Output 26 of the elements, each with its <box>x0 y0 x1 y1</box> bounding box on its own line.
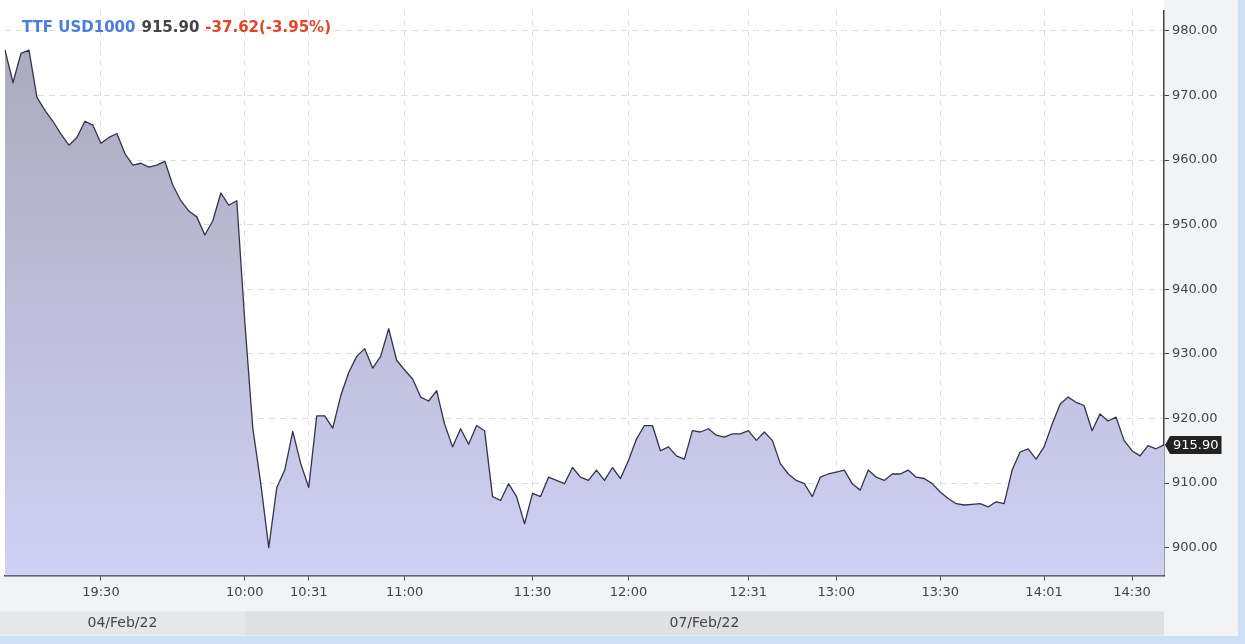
x-tick-label: 12:31 <box>729 583 768 599</box>
y-tick-label: 920.00 <box>1172 409 1218 425</box>
x-tick-label: 14:01 <box>1025 583 1063 599</box>
x-tick-label: 10:31 <box>290 583 328 599</box>
x-tick-label: 11:00 <box>385 583 424 599</box>
annotation: -37.62(-3.95%) <box>205 17 331 36</box>
x-tick-label: 12:00 <box>609 583 648 599</box>
x-tick-label: 19:30 <box>82 583 120 599</box>
y-tick-label: 980.00 <box>1172 22 1218 38</box>
y-tick-label: 960.00 <box>1172 151 1218 167</box>
text: 915.90 <box>1173 437 1219 453</box>
text: 915.90 <box>141 17 200 36</box>
x-tick-label: 10:00 <box>226 583 264 599</box>
x-tick-label: 13:00 <box>817 583 856 599</box>
y-tick-label: 930.00 <box>1172 345 1218 361</box>
x-tick-label: 13:30 <box>921 583 959 599</box>
y-tick-label: 950.00 <box>1172 216 1218 231</box>
text: TTF USD1000 <box>22 17 136 36</box>
x-tick-label: 14:30 <box>1113 583 1151 599</box>
y-tick-label: 900.00 <box>1172 539 1218 554</box>
x-tick-label: 11:30 <box>513 583 552 599</box>
text: 04/Feb/22 <box>87 614 158 631</box>
y-tick-label: 970.00 <box>1172 86 1218 102</box>
y-tick-label: 910.00 <box>1172 474 1218 490</box>
text: 07/Feb/22 <box>669 614 740 631</box>
y-tick-label: 940.00 <box>1172 280 1218 296</box>
